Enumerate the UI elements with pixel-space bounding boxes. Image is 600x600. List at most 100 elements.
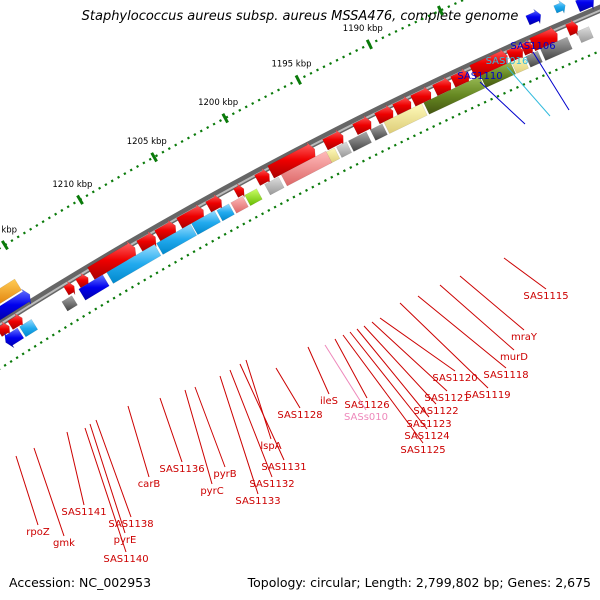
gene-leader-line	[194, 386, 226, 468]
ruler-tick-label: 1215 kbp	[0, 225, 17, 235]
gene-leader-line	[127, 405, 150, 478]
outer-dotted-ring-dot	[447, 5, 451, 9]
gene-label: SAS1106	[510, 41, 555, 52]
outer-dotted-ring-dot	[440, 8, 444, 12]
inner-dotted-ring-dot	[298, 192, 302, 196]
outer-dotted-ring-dot	[394, 29, 398, 33]
gene-label: SAS1141	[61, 507, 106, 518]
inner-dotted-ring-dot	[45, 337, 49, 341]
inner-dotted-ring-dot	[180, 257, 184, 261]
gene-label: pyrB	[213, 469, 236, 480]
gene-leader-line	[95, 419, 132, 518]
inner-dotted-ring-dot	[587, 54, 591, 58]
inner-dotted-ring-dot	[267, 208, 271, 212]
gene-feature	[264, 176, 285, 196]
gene-label: pyrE	[114, 535, 137, 546]
gene-feature	[480, 61, 517, 88]
outer-dotted-ring-dot	[420, 17, 424, 21]
gene-label: SAS1119	[465, 390, 510, 401]
inner-dotted-ring-dot	[400, 140, 404, 144]
outer-dotted-ring-dot	[335, 58, 339, 62]
gene-leader-line	[439, 284, 515, 351]
outer-dotted-ring-dot	[10, 239, 14, 243]
ruler-tick	[365, 39, 373, 50]
inner-dotted-ring-dot	[76, 318, 80, 322]
gene-label: SAS1126	[344, 400, 389, 411]
outer-dotted-ring-dot	[47, 216, 51, 220]
gene-label: carB	[138, 479, 161, 490]
gene-label: SASt016	[486, 56, 529, 67]
outer-dotted-ring-dot	[41, 220, 45, 224]
inner-dotted-ring-dot	[387, 146, 391, 150]
gene-feature	[205, 193, 223, 213]
outer-dotted-ring-dot	[427, 14, 431, 18]
inner-dotted-ring-dot	[412, 134, 416, 138]
gene-label: SAS1122	[413, 406, 458, 417]
inner-dotted-ring-dot	[483, 100, 487, 104]
map-title: Staphylococcus aureus subsp. aureus MSSA…	[81, 9, 519, 24]
outer-dotted-ring-dot	[35, 223, 39, 227]
inner-dotted-ring-dot	[374, 153, 378, 157]
inner-dotted-ring-dot	[130, 285, 134, 289]
inner-dotted-ring-dot	[305, 188, 308, 192]
outer-dotted-ring-dot	[322, 65, 326, 69]
inner-dotted-ring-dot	[57, 329, 61, 333]
outer-dotted-ring-dot	[16, 235, 20, 239]
gene-feature	[369, 123, 388, 141]
inner-dotted-ring-dot	[438, 121, 442, 125]
gene-feature	[352, 115, 372, 136]
ruler-tick-label: 1210 kbp	[52, 180, 92, 190]
gene-feature	[254, 167, 270, 187]
inner-dotted-ring-dot	[9, 359, 13, 364]
gene-leader-line	[229, 369, 273, 478]
gene-feature	[574, 0, 594, 13]
inner-dotted-ring-dot	[567, 62, 571, 66]
gene-feature	[61, 295, 78, 312]
inner-dotted-ring-dot	[406, 137, 410, 141]
inner-dotted-ring-dot	[330, 175, 334, 179]
outer-dotted-ring-dot	[315, 68, 319, 72]
gene-leader-line	[532, 51, 570, 111]
gene-feature	[233, 183, 245, 198]
gene-leader-line	[506, 66, 551, 117]
inner-dotted-ring-dot	[470, 106, 474, 110]
inner-dotted-ring-dot	[236, 225, 240, 229]
ruler-tick-label: 1200 kbp	[198, 98, 238, 108]
outer-dotted-ring-dot	[460, 0, 464, 2]
inner-dotted-ring-dot	[503, 91, 506, 95]
outer-dotted-ring-dot	[218, 119, 222, 123]
outer-dotted-ring-dot	[29, 227, 33, 231]
gene-label: SAS1118	[483, 370, 528, 381]
inner-dotted-ring-dot	[143, 278, 147, 282]
outer-dotted-ring-dot	[302, 75, 306, 79]
outer-dotted-ring-dot	[257, 98, 261, 102]
inner-dotted-ring-dot	[432, 125, 436, 128]
outer-dotted-ring-dot	[155, 154, 159, 158]
gene-label: SAS1120	[432, 373, 477, 384]
inner-dotted-ring-dot	[561, 65, 565, 69]
ruler-tick-label: 1205 kbp	[127, 137, 167, 147]
gene-feature	[280, 150, 333, 187]
inner-dotted-ring-dot	[273, 205, 277, 209]
gene-leader-line	[307, 346, 330, 395]
gene-feature	[383, 103, 428, 134]
ruler-tick	[437, 5, 444, 16]
gene-label: SAS1136	[159, 464, 204, 475]
outer-dotted-ring-dot	[110, 179, 114, 183]
outer-dotted-ring-dot	[167, 147, 171, 151]
inner-dotted-ring-dot	[82, 314, 86, 318]
outer-dotted-ring-dot	[244, 105, 248, 109]
gene-leader-line	[324, 344, 367, 411]
outer-dotted-ring-dot	[381, 36, 385, 40]
gene-leader-line	[356, 328, 430, 418]
gene-feature	[63, 280, 76, 296]
inner-dotted-ring-dot	[286, 198, 290, 202]
inner-dotted-ring-dot	[118, 292, 122, 296]
outer-dotted-ring-dot	[199, 129, 203, 133]
inner-dotted-ring-dot	[515, 85, 519, 89]
gene-label: ileS	[320, 396, 338, 407]
gene-feature	[553, 0, 566, 15]
outer-dotted-ring-dot	[186, 136, 190, 140]
gene-label: lspA	[260, 441, 281, 452]
inner-dotted-ring-dot	[137, 282, 141, 286]
